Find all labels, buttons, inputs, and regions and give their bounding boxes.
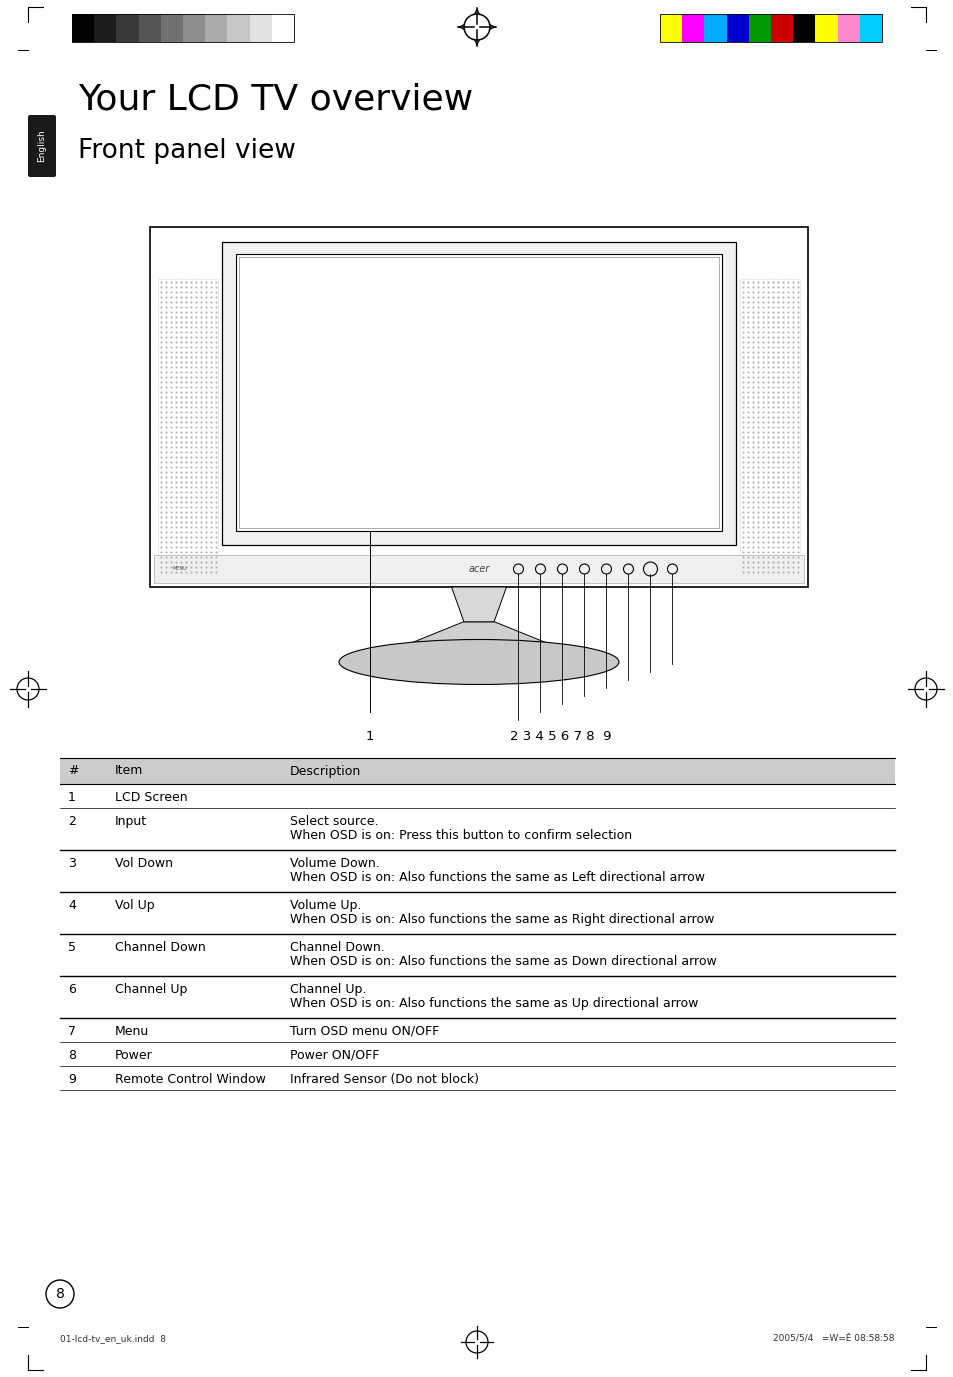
Bar bbox=[235, 253, 721, 532]
Bar bbox=[792, 14, 815, 43]
Text: Power ON/OFF: Power ON/OFF bbox=[290, 1049, 379, 1062]
Bar bbox=[150, 227, 807, 587]
Bar bbox=[859, 14, 882, 43]
Bar bbox=[138, 14, 161, 43]
Text: #: # bbox=[68, 764, 78, 778]
FancyBboxPatch shape bbox=[28, 116, 56, 178]
Bar bbox=[815, 14, 837, 43]
Bar bbox=[205, 14, 227, 43]
Bar bbox=[60, 757, 894, 784]
Text: 8: 8 bbox=[68, 1049, 76, 1062]
Bar bbox=[703, 14, 726, 43]
Text: Channel Up: Channel Up bbox=[115, 983, 187, 996]
Bar bbox=[740, 280, 800, 576]
Text: Channel Down.: Channel Down. bbox=[290, 940, 384, 954]
Bar bbox=[770, 14, 792, 43]
Text: Vol Up: Vol Up bbox=[115, 899, 154, 912]
Text: Front panel view: Front panel view bbox=[78, 138, 295, 164]
Bar bbox=[158, 280, 218, 576]
Bar bbox=[116, 14, 138, 43]
Bar bbox=[250, 14, 272, 43]
Text: Volume Up.: Volume Up. bbox=[290, 899, 361, 912]
Text: When OSD is on: Press this button to confirm selection: When OSD is on: Press this button to con… bbox=[290, 829, 632, 841]
Text: 1: 1 bbox=[68, 790, 76, 804]
Bar bbox=[94, 14, 116, 43]
Text: 2 3 4 5 6 7 8  9: 2 3 4 5 6 7 8 9 bbox=[510, 730, 611, 744]
Text: Your LCD TV overview: Your LCD TV overview bbox=[78, 83, 473, 116]
Text: 2005/5/4   =W=É 08:58:58: 2005/5/4 =W=É 08:58:58 bbox=[773, 1334, 894, 1344]
Polygon shape bbox=[451, 587, 506, 622]
Text: Remote Control Window: Remote Control Window bbox=[115, 1073, 266, 1086]
Text: 1: 1 bbox=[365, 730, 374, 744]
Text: Channel Up.: Channel Up. bbox=[290, 983, 366, 996]
Bar bbox=[183, 14, 205, 43]
Text: Infrared Sensor (Do not block): Infrared Sensor (Do not block) bbox=[290, 1073, 478, 1086]
Bar bbox=[659, 14, 882, 43]
Text: Turn OSD menu ON/OFF: Turn OSD menu ON/OFF bbox=[290, 1024, 438, 1038]
Text: English: English bbox=[37, 129, 47, 162]
Text: 5: 5 bbox=[68, 940, 76, 954]
Text: Power: Power bbox=[115, 1049, 152, 1062]
Ellipse shape bbox=[338, 639, 618, 684]
Bar bbox=[153, 555, 803, 582]
Text: When OSD is on: Also functions the same as Up directional arrow: When OSD is on: Also functions the same … bbox=[290, 997, 698, 1009]
Text: 2: 2 bbox=[68, 815, 76, 828]
Text: Input: Input bbox=[115, 815, 147, 828]
Text: Item: Item bbox=[115, 764, 143, 778]
Text: Select source.: Select source. bbox=[290, 815, 378, 828]
Text: 9: 9 bbox=[68, 1073, 76, 1086]
Text: acer: acer bbox=[468, 565, 489, 574]
Text: 3: 3 bbox=[68, 856, 76, 870]
Text: 01-lcd-tv_en_uk.indd  8: 01-lcd-tv_en_uk.indd 8 bbox=[60, 1334, 166, 1344]
Bar bbox=[239, 257, 719, 527]
Bar bbox=[71, 14, 94, 43]
Text: MENU: MENU bbox=[172, 566, 187, 571]
Bar bbox=[837, 14, 859, 43]
Text: LCD Screen: LCD Screen bbox=[115, 790, 188, 804]
Bar bbox=[726, 14, 748, 43]
Bar bbox=[222, 242, 735, 545]
Text: 7: 7 bbox=[68, 1024, 76, 1038]
Bar bbox=[748, 14, 770, 43]
Text: 8: 8 bbox=[55, 1287, 65, 1301]
Polygon shape bbox=[389, 622, 568, 651]
Bar bbox=[161, 14, 183, 43]
Bar bbox=[227, 14, 250, 43]
Bar bbox=[272, 14, 294, 43]
Text: Volume Down.: Volume Down. bbox=[290, 856, 379, 870]
Bar bbox=[659, 14, 681, 43]
Text: Channel Down: Channel Down bbox=[115, 940, 206, 954]
Bar bbox=[71, 14, 294, 43]
Text: When OSD is on: Also functions the same as Left directional arrow: When OSD is on: Also functions the same … bbox=[290, 872, 704, 884]
Bar bbox=[681, 14, 703, 43]
Text: 6: 6 bbox=[68, 983, 76, 996]
Text: Vol Down: Vol Down bbox=[115, 856, 172, 870]
Text: When OSD is on: Also functions the same as Down directional arrow: When OSD is on: Also functions the same … bbox=[290, 956, 716, 968]
Text: When OSD is on: Also functions the same as Right directional arrow: When OSD is on: Also functions the same … bbox=[290, 913, 714, 925]
Text: Menu: Menu bbox=[115, 1024, 149, 1038]
Text: 4: 4 bbox=[68, 899, 76, 912]
Text: Description: Description bbox=[290, 764, 361, 778]
